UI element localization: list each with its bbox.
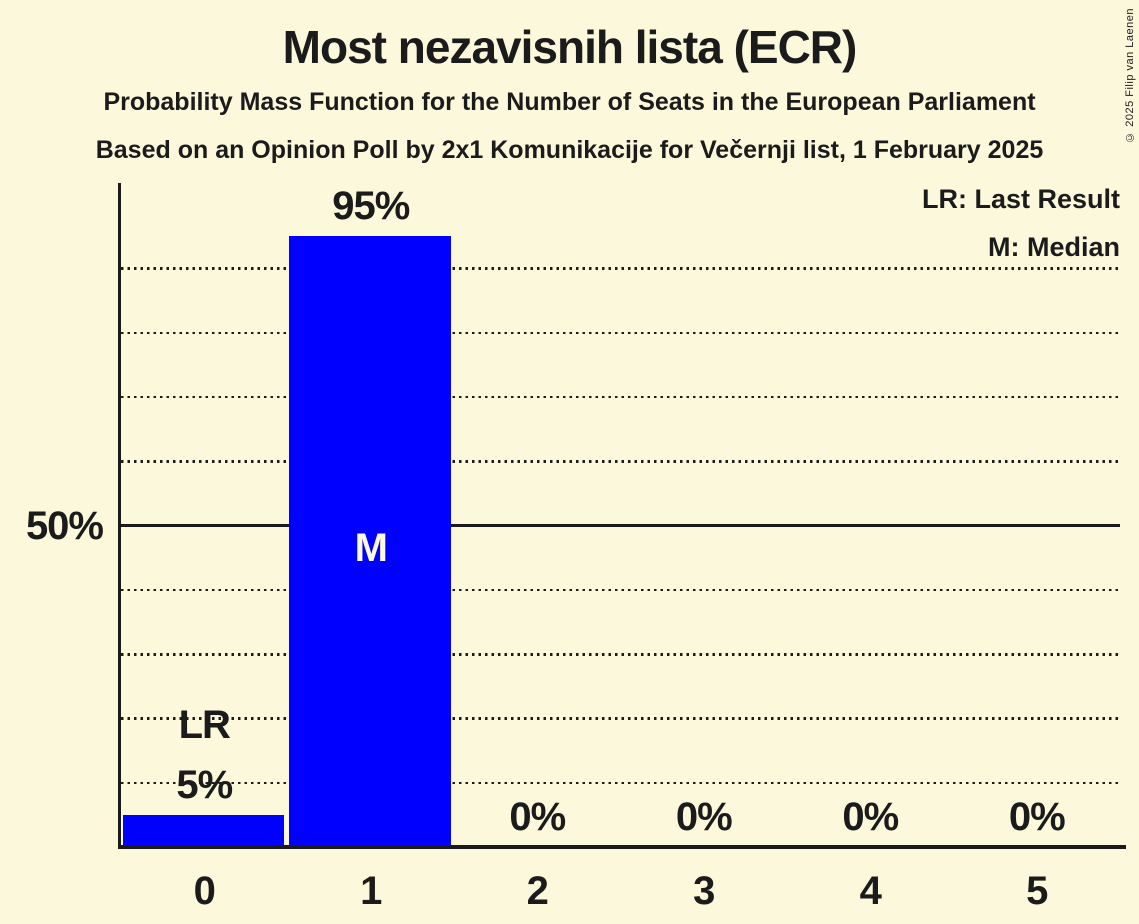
value-label-seats-1: 95%: [332, 184, 410, 229]
legend-last-result: LR: Last Result: [921, 184, 1120, 214]
last-result-marker: LR: [178, 702, 231, 747]
x-axis-line: [118, 845, 1126, 849]
y-axis-tick-50pct: 50%: [25, 504, 104, 548]
gridline-80pct: [121, 331, 1120, 335]
gridline-60pct: [121, 460, 1120, 463]
gridline-40pct: [121, 588, 1120, 592]
y-axis-line: [118, 183, 121, 849]
gridline-30pct: [121, 653, 1120, 656]
gridline-70pct: [121, 395, 1120, 399]
x-tick-seats-2: 2: [526, 869, 549, 913]
x-tick-seats-5: 5: [1026, 869, 1048, 913]
value-label-seats-2: 0%: [509, 795, 566, 839]
value-label-seats-4: 0%: [842, 795, 899, 839]
value-label-seats-3: 0%: [675, 795, 733, 839]
bar-seats-0: [122, 814, 284, 847]
chart-subtitle-pmf: Probability Mass Function for the Number…: [103, 88, 1036, 116]
x-tick-seats-3: 3: [693, 869, 715, 913]
gridline-solid-50pct: [121, 524, 1120, 527]
gridline-10pct: [121, 781, 1120, 785]
x-tick-seats-4: 4: [859, 869, 882, 913]
gridline-90pct: [121, 267, 1120, 270]
median-marker: M: [354, 525, 388, 570]
bar-seats-1: [289, 236, 451, 847]
x-tick-seats-0: 0: [193, 869, 216, 913]
x-tick-seats-1: 1: [360, 869, 382, 913]
value-label-seats-0: 5%: [176, 762, 233, 807]
chart-subtitle-source: Based on an Opinion Poll by 2x1 Komunika…: [95, 136, 1044, 164]
legend-median: M: Median: [988, 232, 1120, 262]
chart-title: Most nezavisnih lista (ECR): [282, 21, 858, 73]
value-label-seats-5: 0%: [1008, 795, 1066, 839]
gridline-20pct: [121, 717, 1120, 720]
